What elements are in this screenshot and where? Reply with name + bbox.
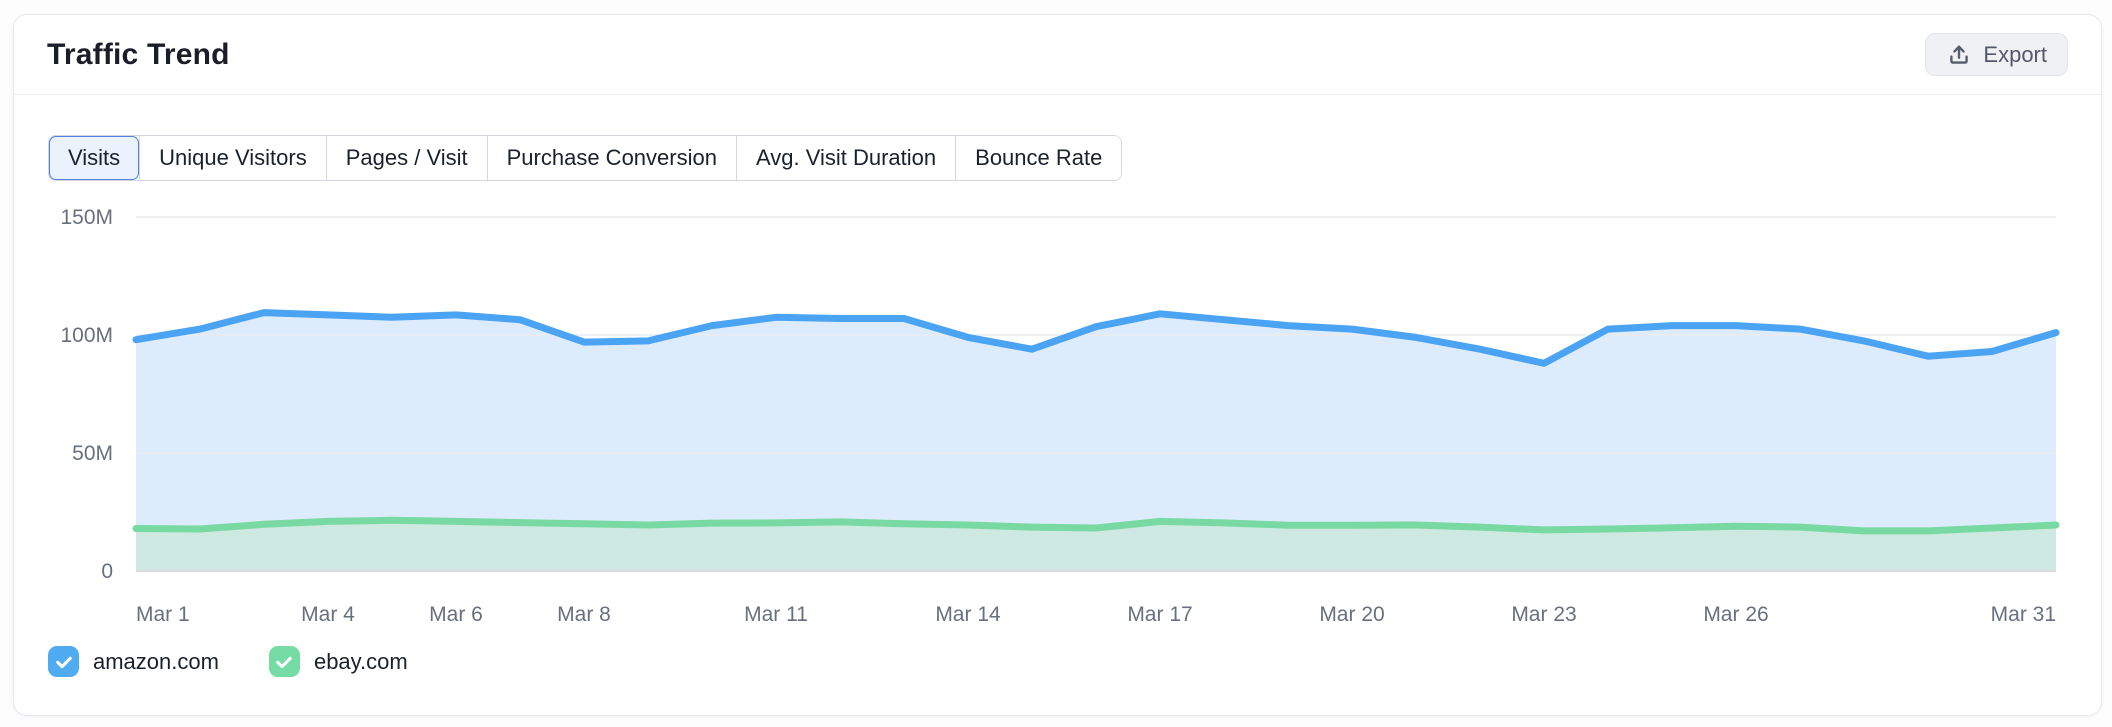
x-tick-label: Mar 4: [301, 603, 355, 626]
y-tick-label: 100M: [60, 324, 113, 347]
legend-item-ebay-com[interactable]: ebay.com: [268, 646, 408, 677]
x-tick-label: Mar 14: [935, 603, 1001, 626]
tab-pages-visit[interactable]: Pages / Visit: [325, 136, 487, 181]
x-tick-label: Mar 23: [1511, 603, 1576, 626]
x-tick-label: Mar 17: [1127, 603, 1192, 626]
checkmark-icon: [276, 656, 293, 668]
x-tick-label: Mar 20: [1319, 603, 1384, 626]
tab-unique-visitors[interactable]: Unique Visitors: [139, 136, 326, 181]
panel-header: Traffic Trend Export: [14, 15, 2101, 95]
area-amazon-com: [136, 312, 2056, 571]
legend-label: ebay.com: [313, 648, 408, 674]
traffic-trend-panel: Traffic Trend Export Visits Unique Visito…: [13, 14, 2102, 716]
y-tick-label: 0: [101, 560, 113, 583]
metric-tabs: Visits Unique Visitors Pages / Visit Purcha…: [48, 135, 1123, 182]
x-tick-label: Mar 11: [744, 603, 808, 626]
chart-legend: amazon.com ebay.com: [48, 646, 408, 677]
x-tick-label: Mar 31: [1991, 603, 2056, 626]
tab-avg-visit-duration[interactable]: Avg. Visit Duration: [735, 136, 956, 181]
export-button[interactable]: Export: [1925, 33, 2068, 76]
x-tick-label: Mar 1: [136, 603, 190, 626]
checkmark-icon: [55, 656, 72, 668]
x-tick-label: Mar 26: [1703, 603, 1768, 626]
x-tick-label: Mar 6: [429, 603, 483, 626]
y-tick-label: 150M: [60, 206, 113, 229]
legend-checkbox-ebay-com[interactable]: [268, 646, 300, 677]
area-ebay-com: [136, 520, 2056, 571]
legend-checkbox-amazon-com[interactable]: [48, 646, 79, 677]
upload-icon: [1946, 42, 1972, 68]
page-title: Traffic Trend: [47, 37, 230, 71]
line-amazon-com: [132, 309, 2060, 367]
line-ebay-com: [132, 516, 2060, 535]
tab-bounce-rate[interactable]: Bounce Rate: [955, 136, 1122, 181]
legend-item-amazon-com[interactable]: amazon.com: [48, 646, 219, 677]
tab-purchase-conversion[interactable]: Purchase Conversion: [486, 136, 736, 181]
x-tick-label: Mar 8: [557, 603, 611, 626]
tab-visits[interactable]: Visits: [49, 136, 140, 181]
export-button-label: Export: [1983, 41, 2047, 67]
legend-label: amazon.com: [93, 648, 219, 674]
y-tick-label: 50M: [72, 442, 113, 465]
